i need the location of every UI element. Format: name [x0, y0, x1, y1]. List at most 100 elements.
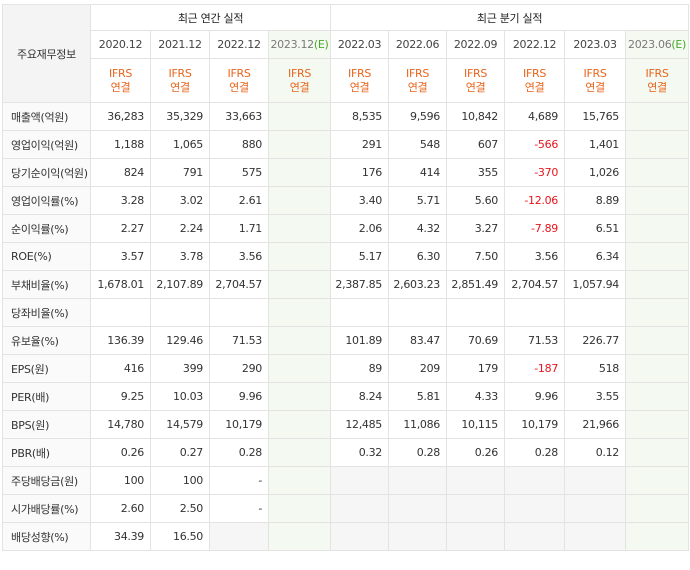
table-cell: 3.02: [150, 186, 210, 215]
table-cell: [267, 270, 332, 299]
table-cell: [388, 494, 448, 523]
row-label: 매출액(억원): [2, 102, 91, 131]
table-cell: 1,188: [90, 130, 151, 159]
row-label: ROE(%): [2, 242, 91, 271]
table-cell: [388, 466, 448, 495]
table-cell: [267, 438, 332, 467]
table-cell: [625, 438, 690, 467]
period-label: 2023.03: [573, 38, 617, 51]
table-cell: 100: [150, 466, 210, 495]
ifrs-label: IFRS 연결: [267, 58, 332, 103]
table-cell: 3.40: [330, 186, 390, 215]
table-cell: 21,966: [564, 410, 627, 439]
table-row: ROE(%) 3.57 3.78 3.56 5.17 6.30 7.50 3.56 6.34: [2, 242, 690, 271]
table-cell: [267, 102, 332, 131]
table-cell: -370: [504, 158, 566, 187]
period-label: 2022.12: [512, 38, 557, 51]
period-label: 2022.06: [395, 38, 440, 51]
ifrs-consolidated: 연결: [229, 80, 249, 94]
table-cell: 607: [446, 130, 506, 159]
ifrs-label: IFRS 연결: [446, 58, 506, 103]
row-label: 순이익률(%): [2, 214, 91, 243]
table-cell: [564, 494, 627, 523]
table-cell: [267, 466, 332, 495]
table-cell: 5.71: [388, 186, 448, 215]
table-cell: 71.53: [504, 326, 566, 355]
table-cell: 2,107.89: [150, 270, 210, 299]
table-row: PBR(배) 0.26 0.27 0.28 0.32 0.28 0.26 0.28 0.12: [2, 438, 690, 467]
table-cell: 9.96: [504, 382, 566, 411]
table-cell: 6.34: [564, 242, 627, 271]
table-cell: [625, 326, 690, 355]
table-row: 영업이익률(%) 3.28 3.02 2.61 3.40 5.71 5.60 -12.06 8.…: [2, 186, 690, 215]
quarterly-group-header: 최근 분기 실적: [330, 4, 690, 31]
table-cell: [267, 410, 332, 439]
period-label: 2023.12: [270, 38, 314, 51]
table-cell: 2.60: [90, 494, 151, 523]
table-cell: [267, 214, 332, 243]
row-label: 유보율(%): [2, 326, 91, 355]
table-cell: [625, 382, 690, 411]
table-cell: [267, 382, 332, 411]
corner-label: 주요재무정보: [2, 4, 91, 103]
table-cell: 0.27: [150, 438, 210, 467]
ifrs-standard: IFRS: [523, 66, 547, 80]
row-label: 부채비율(%): [2, 270, 91, 299]
table-cell: 136.39: [90, 326, 151, 355]
ifrs-consolidated: 연결: [289, 80, 310, 94]
table-cell: 6.51: [564, 214, 627, 243]
ifrs-consolidated: 연결: [170, 80, 190, 94]
period-header: 2020.12: [90, 30, 151, 59]
table-cell: [564, 466, 627, 495]
table-cell: 824: [90, 158, 151, 187]
table-cell: [625, 130, 690, 159]
table-cell: 2.50: [150, 494, 210, 523]
table-cell: [625, 494, 690, 523]
table-cell: [504, 494, 566, 523]
table-cell: [504, 522, 566, 551]
table-cell: 3.28: [90, 186, 151, 215]
ifrs-standard: IFRS: [227, 66, 251, 80]
table-row: EPS(원) 416 399 290 89 209 179 -187 518: [2, 354, 690, 383]
table-cell: 548: [388, 130, 448, 159]
table-cell: 2,387.85: [330, 270, 390, 299]
table-cell: [564, 298, 627, 327]
row-label: PER(배): [2, 382, 91, 411]
table-cell: [209, 298, 269, 327]
table-row: 당좌비율(%): [2, 298, 690, 327]
row-label: 당좌비율(%): [2, 298, 91, 327]
table-cell: 1,026: [564, 158, 627, 187]
table-cell: 2.27: [90, 214, 151, 243]
table-cell: 3.78: [150, 242, 210, 271]
ifrs-standard: IFRS: [288, 66, 311, 80]
table-cell: 9,596: [388, 102, 448, 131]
table-cell: 1,065: [150, 130, 210, 159]
table-cell: 8.89: [564, 186, 627, 215]
table-cell: [267, 242, 332, 271]
ifrs-label: IFRS 연결: [90, 58, 151, 103]
period-header: 2022.12: [209, 30, 269, 59]
ifrs-consolidated: 연결: [647, 80, 667, 94]
annual-group-header: 최근 연간 실적: [89, 4, 332, 31]
period-header-row: 2020.12 2021.12 2022.12 2023.12(E) 2022.03 20…: [3, 30, 690, 59]
period-header: 2023.03: [564, 30, 627, 59]
table-cell: [625, 354, 690, 383]
table-cell: 0.28: [209, 438, 269, 467]
table-row: BPS(원) 14,780 14,579 10,179 12,485 11,086 10,1…: [2, 410, 690, 439]
ifrs-consolidated: 연결: [110, 80, 131, 94]
table-cell: 518: [564, 354, 627, 383]
row-label: 배당성향(%): [2, 522, 91, 551]
row-label: 주당배당금(원): [2, 466, 91, 495]
table-cell: [330, 522, 390, 551]
table-cell: -187: [504, 354, 566, 383]
table-cell: [150, 298, 210, 327]
ifrs-consolidated: 연결: [524, 80, 545, 94]
table-cell: 3.56: [209, 242, 269, 271]
table-cell: [625, 410, 690, 439]
table-cell: [267, 158, 332, 187]
table-cell: [209, 522, 269, 551]
table-cell: 5.17: [330, 242, 390, 271]
table-cell: [330, 298, 390, 327]
estimate-mark: (E): [671, 38, 687, 51]
table-cell: 10,115: [446, 410, 506, 439]
